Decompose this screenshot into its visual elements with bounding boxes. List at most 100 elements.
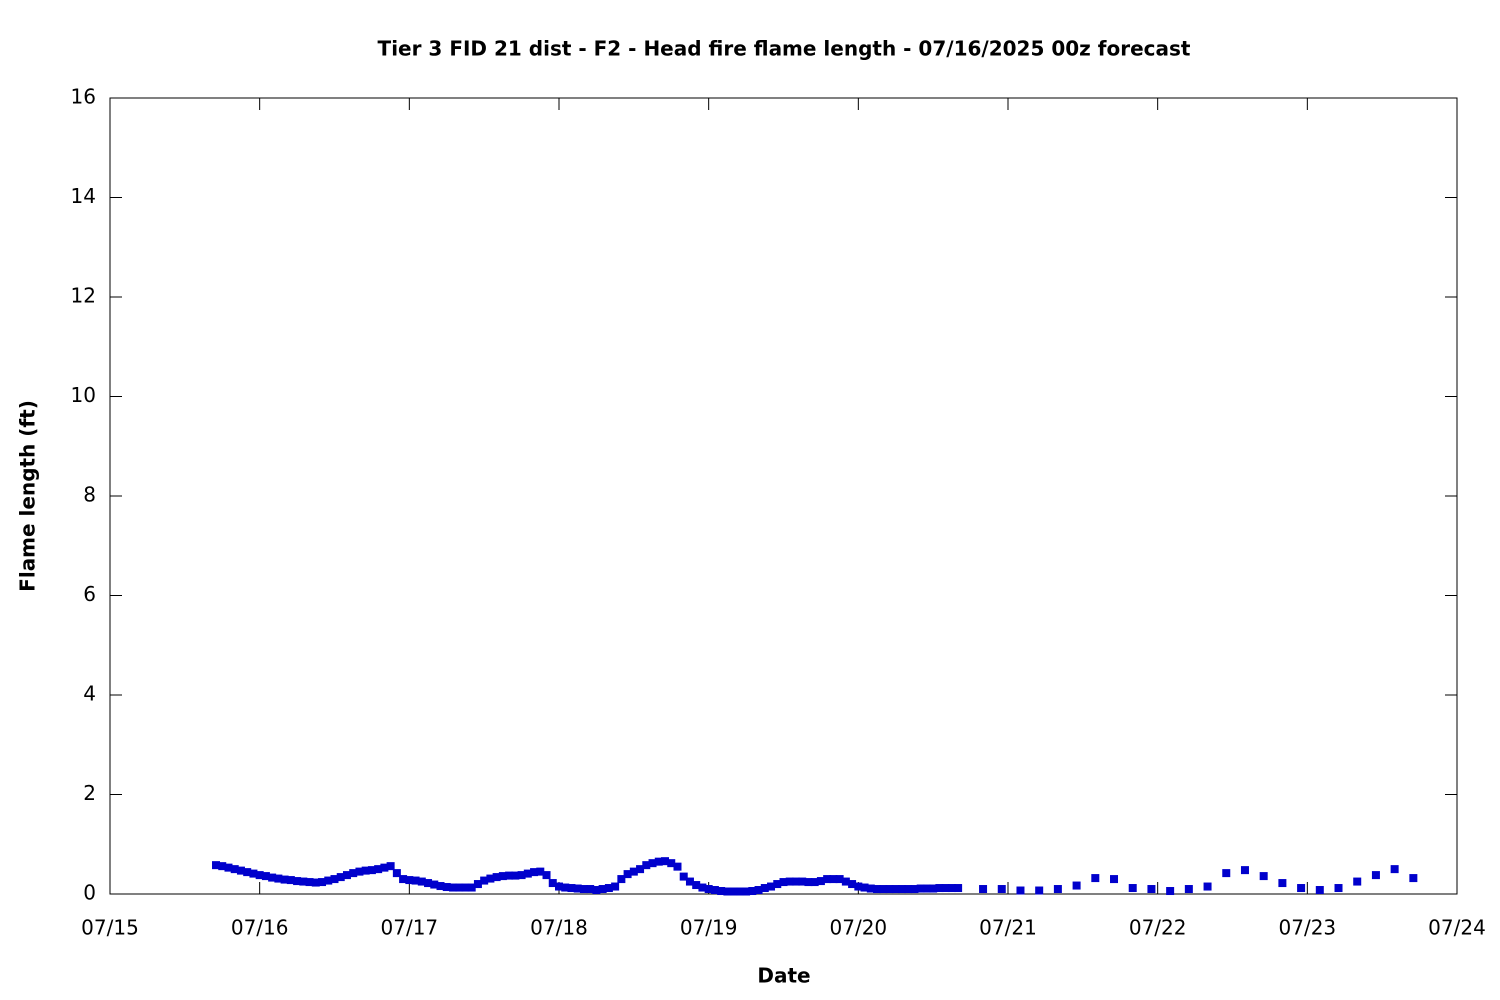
point <box>1371 871 1380 880</box>
point <box>342 871 351 880</box>
point <box>835 875 844 884</box>
point <box>629 867 638 876</box>
point <box>679 872 688 881</box>
point <box>573 884 582 893</box>
y-tick-label: 2 <box>83 781 96 805</box>
point <box>623 870 632 879</box>
x-tick-label: 07/24 <box>1428 916 1486 940</box>
point <box>280 875 289 884</box>
point <box>879 885 888 894</box>
y-tick-label: 6 <box>83 582 96 606</box>
point <box>486 874 495 883</box>
point <box>954 884 963 893</box>
point <box>941 884 950 893</box>
y-tick-label: 10 <box>71 383 96 407</box>
point <box>848 880 857 889</box>
point <box>760 884 769 893</box>
point <box>523 869 532 878</box>
point <box>704 885 713 894</box>
point <box>1259 872 1268 881</box>
point <box>1203 882 1212 891</box>
point <box>1016 886 1025 895</box>
point <box>230 865 239 874</box>
point <box>667 859 676 868</box>
point <box>311 878 320 887</box>
point <box>791 877 800 886</box>
point <box>1072 881 1081 890</box>
point <box>1334 884 1343 893</box>
point <box>1091 874 1100 883</box>
x-tick-label: 07/20 <box>830 916 888 940</box>
x-tick-label: 07/16 <box>231 916 289 940</box>
point <box>929 884 938 893</box>
point <box>785 877 794 886</box>
point <box>1053 885 1062 894</box>
point <box>548 879 557 888</box>
point <box>1390 865 1399 874</box>
point <box>1297 884 1306 893</box>
point <box>1110 875 1119 884</box>
point <box>411 876 420 885</box>
point <box>598 885 607 894</box>
point <box>505 871 514 880</box>
point <box>922 884 931 893</box>
point <box>542 871 551 880</box>
point <box>349 869 358 878</box>
point <box>536 867 545 876</box>
point <box>592 886 601 895</box>
point <box>1128 884 1137 893</box>
point <box>212 861 221 870</box>
x-tick-label: 07/23 <box>1279 916 1337 940</box>
point <box>436 882 445 891</box>
plot-frame <box>109 97 1458 895</box>
point <box>442 883 451 892</box>
point <box>698 883 707 892</box>
x-tick-label: 07/21 <box>979 916 1037 940</box>
point <box>891 885 900 894</box>
point <box>723 887 732 896</box>
point <box>810 878 819 887</box>
point <box>816 877 825 886</box>
x-tick-label: 07/18 <box>530 916 588 940</box>
point <box>979 885 988 894</box>
point <box>1315 886 1324 895</box>
point <box>754 886 763 895</box>
point <box>243 868 252 877</box>
x-axis-label: Date <box>757 964 810 988</box>
point <box>461 883 470 892</box>
point <box>1166 887 1175 896</box>
point <box>935 884 944 893</box>
point <box>654 857 663 866</box>
point <box>555 882 563 891</box>
point <box>642 861 651 870</box>
point <box>367 866 376 875</box>
y-tick-label: 4 <box>83 682 96 706</box>
point <box>498 872 507 881</box>
point <box>611 882 620 891</box>
point <box>399 875 408 884</box>
point <box>517 871 526 880</box>
point <box>305 878 314 887</box>
point <box>897 885 906 894</box>
point <box>417 877 426 886</box>
point <box>717 887 726 896</box>
point <box>773 880 782 889</box>
point <box>380 863 389 872</box>
point <box>249 869 258 878</box>
point <box>729 887 738 896</box>
point <box>1278 879 1287 888</box>
x-tick-label: 07/17 <box>381 916 439 940</box>
point <box>511 871 520 880</box>
point <box>480 876 489 885</box>
point <box>1353 877 1362 886</box>
point <box>947 884 956 893</box>
point <box>330 875 339 884</box>
point <box>299 877 308 886</box>
point <box>293 877 302 886</box>
point <box>841 877 850 886</box>
chart-title: Tier 3 FID 21 dist - F2 - Head fire flam… <box>378 37 1191 61</box>
point <box>361 866 370 875</box>
point <box>661 857 670 866</box>
point <box>692 881 701 890</box>
